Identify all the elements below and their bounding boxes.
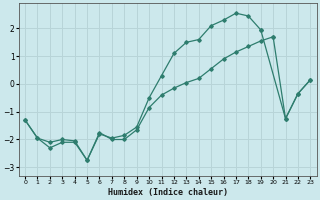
X-axis label: Humidex (Indice chaleur): Humidex (Indice chaleur) xyxy=(108,188,228,197)
